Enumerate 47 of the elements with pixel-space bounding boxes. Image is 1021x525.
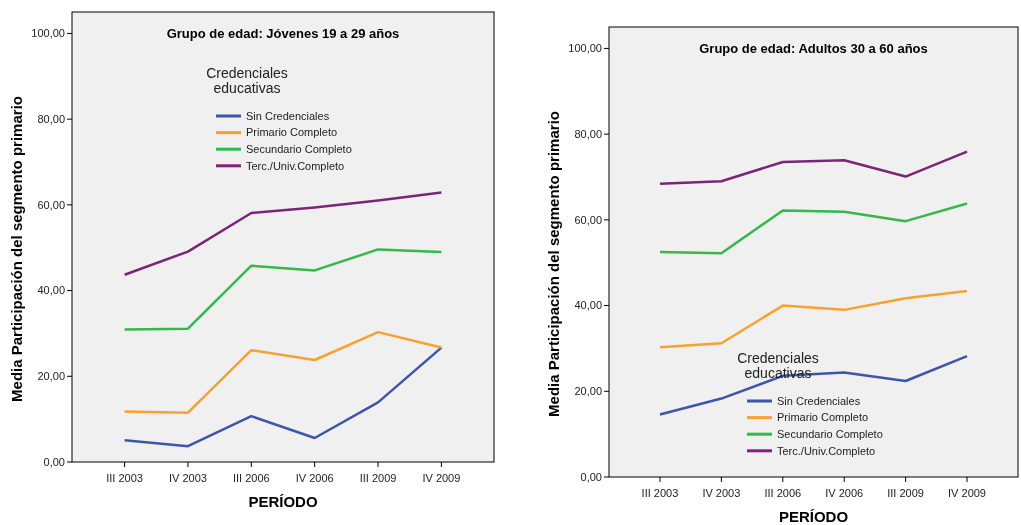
y-tick-label: 80,00: [37, 112, 65, 125]
line-series: [123, 330, 443, 414]
x-tick-label: III 2003: [106, 472, 143, 484]
legend-title: Credenciales educativas: [737, 350, 819, 381]
x-tick-label: IV 2006: [825, 487, 864, 499]
y-tick-label: 0,00: [580, 470, 602, 483]
line-series: [658, 289, 969, 349]
y-tick-label: 20,00: [37, 370, 65, 383]
text: Grupo de edad: Adultos 30 a 60 años: [699, 41, 928, 56]
y-tick-label: 40,00: [574, 299, 602, 312]
x-tick-label: III 2009: [887, 487, 924, 499]
line-series: [123, 346, 443, 448]
y-axis-title: Media Participación del segmento primario: [8, 96, 25, 402]
y-axis-title: Media Participación del segmento primario: [545, 111, 562, 417]
line-series: [123, 191, 443, 276]
line-series: [658, 150, 969, 186]
x-tick-label: IV 2009: [948, 487, 986, 499]
line-series: [658, 202, 969, 255]
x-tick-label: IV 2003: [702, 487, 741, 499]
y-tick-label: 60,00: [37, 198, 65, 211]
x-axis-title: PERÍODO: [778, 508, 849, 525]
x-tick-label: IV 2006: [295, 472, 334, 484]
x-tick-label: IV 2009: [422, 472, 461, 484]
y-tick-label: 100,00: [31, 27, 65, 40]
y-tick-label: 40,00: [37, 284, 65, 297]
x-tick-label: III 2009: [359, 472, 397, 484]
y-tick-label: 20,00: [574, 385, 602, 398]
legend-label: Primario Completo: [246, 126, 338, 139]
legend-title: Credenciales educativas: [206, 65, 288, 96]
legend-label: Secundario Completo: [777, 428, 883, 441]
y-tick-label: 80,00: [574, 127, 602, 140]
y-tick-label: 60,00: [574, 213, 602, 226]
legend-label: Primario Completo: [777, 411, 869, 424]
legend-label: Sin Credenciales: [246, 109, 330, 122]
legend-label: Terc./Univ.Completo: [246, 159, 345, 172]
text: Grupo de edad: Jóvenes 19 a 29 años: [166, 26, 400, 41]
y-tick-label: 100,00: [568, 42, 602, 55]
legend-label: Secundario Completo: [246, 143, 352, 156]
x-axis-title: PERÍODO: [248, 493, 318, 510]
x-tick-label: IV 2003: [168, 472, 207, 484]
x-tick-label: III 2006: [764, 487, 802, 499]
line-series: [123, 248, 443, 331]
legend-label: Terc./Univ.Completo: [777, 444, 876, 457]
x-tick-label: III 2006: [232, 472, 270, 484]
y-tick-label: 0,00: [43, 455, 65, 468]
legend-label: Sin Credenciales: [777, 394, 861, 407]
x-tick-label: III 2003: [641, 487, 679, 499]
